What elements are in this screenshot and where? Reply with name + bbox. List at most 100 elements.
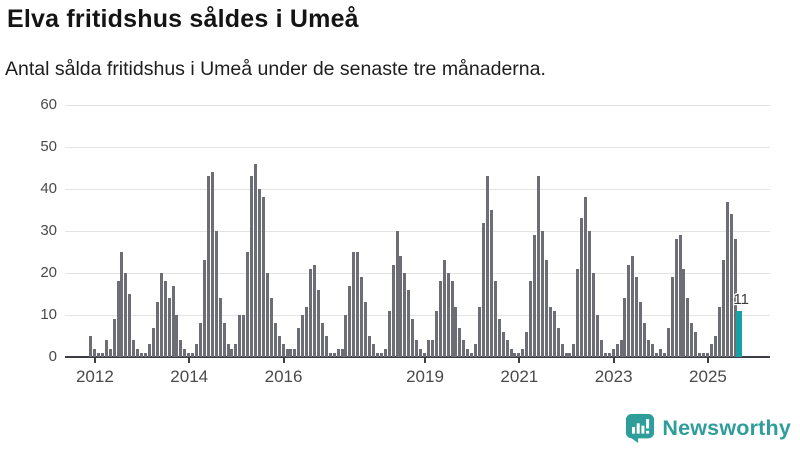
y-tick-label-20: 20 [40, 264, 57, 281]
bar [261, 197, 265, 357]
bar [603, 352, 607, 357]
bar [419, 348, 423, 357]
bar [167, 298, 171, 357]
bar [595, 315, 599, 357]
bar [505, 340, 509, 357]
bar [144, 352, 148, 357]
last-value-label: 11 [733, 290, 750, 308]
bar [187, 352, 191, 357]
bar [525, 331, 529, 357]
bar [513, 352, 517, 357]
bar [721, 260, 725, 357]
bar [324, 336, 328, 357]
x-tick-label-2012: 2012 [75, 367, 114, 386]
bar [371, 344, 375, 357]
bar [89, 336, 92, 357]
bar [364, 302, 368, 357]
bar [489, 210, 493, 357]
bar [195, 344, 199, 357]
bar [666, 327, 670, 357]
bar [466, 348, 470, 357]
bar [104, 340, 108, 357]
gridline-40 [65, 188, 770, 190]
bar [395, 231, 399, 357]
x-tick-label-2019: 2019 [406, 367, 444, 386]
bar [674, 239, 678, 357]
bar [426, 340, 430, 357]
bar [446, 273, 450, 357]
gridline-10 [65, 314, 770, 316]
bar [340, 348, 344, 357]
bar [478, 306, 482, 357]
bar [100, 352, 104, 357]
bar [611, 348, 615, 357]
bar [309, 268, 313, 357]
bar [540, 231, 544, 357]
bar [277, 336, 281, 357]
bar [729, 214, 733, 357]
bar [140, 352, 144, 357]
x-axis-line [65, 356, 770, 358]
bar [639, 302, 643, 357]
bar [568, 352, 572, 357]
newsworthy-logo-text: Newsworthy [662, 415, 791, 440]
bar [572, 344, 576, 357]
bar [222, 323, 226, 357]
bar [686, 298, 690, 357]
y-tick-label-10: 10 [40, 306, 57, 323]
bar-current-highlight [735, 310, 743, 357]
bar [242, 315, 246, 357]
bar [246, 252, 250, 357]
bar [434, 310, 438, 357]
bar [218, 298, 222, 357]
bar [285, 348, 289, 357]
x-tick-label-2023: 2023 [594, 367, 633, 386]
bar [521, 348, 525, 357]
bar [301, 315, 305, 357]
bar [607, 352, 611, 357]
bar [403, 273, 407, 357]
bar [584, 197, 588, 357]
bar [678, 235, 682, 357]
bar [163, 281, 167, 357]
bar [458, 327, 462, 357]
chart-subtitle: Antal sålda fritidshus i Umeå under de s… [5, 58, 546, 80]
bar [658, 348, 662, 357]
y-tick-label-30: 30 [40, 222, 57, 239]
bar [407, 289, 411, 357]
bar [128, 294, 132, 357]
bar [313, 264, 316, 357]
bar [183, 348, 187, 357]
bar [627, 264, 631, 357]
bar [709, 344, 713, 357]
bar [509, 348, 513, 357]
bar [387, 310, 391, 357]
bar [230, 348, 234, 357]
bar [725, 201, 729, 357]
bar [116, 281, 120, 357]
bar [305, 306, 309, 357]
x-tick-label-2016: 2016 [264, 367, 303, 386]
bar [332, 352, 336, 357]
bar [265, 273, 269, 357]
bar [383, 348, 387, 357]
bar [450, 281, 454, 357]
bar [120, 252, 124, 357]
bar [124, 273, 128, 357]
y-axis: 0 10 20 30 40 50 60 [0, 96, 57, 365]
y-tick-label-40: 40 [40, 180, 57, 197]
bar [485, 176, 489, 357]
bar [96, 352, 100, 357]
bar [191, 352, 195, 357]
bar [234, 344, 238, 357]
bar [717, 306, 721, 357]
bar [320, 323, 324, 357]
x-tick-2023 [612, 357, 615, 363]
bar [670, 277, 674, 357]
bar [199, 323, 203, 357]
gridline-30 [65, 230, 770, 232]
gridline-50 [65, 146, 770, 148]
bar [293, 348, 297, 357]
bar [155, 302, 159, 357]
x-tick-label-2014: 2014 [170, 367, 209, 386]
